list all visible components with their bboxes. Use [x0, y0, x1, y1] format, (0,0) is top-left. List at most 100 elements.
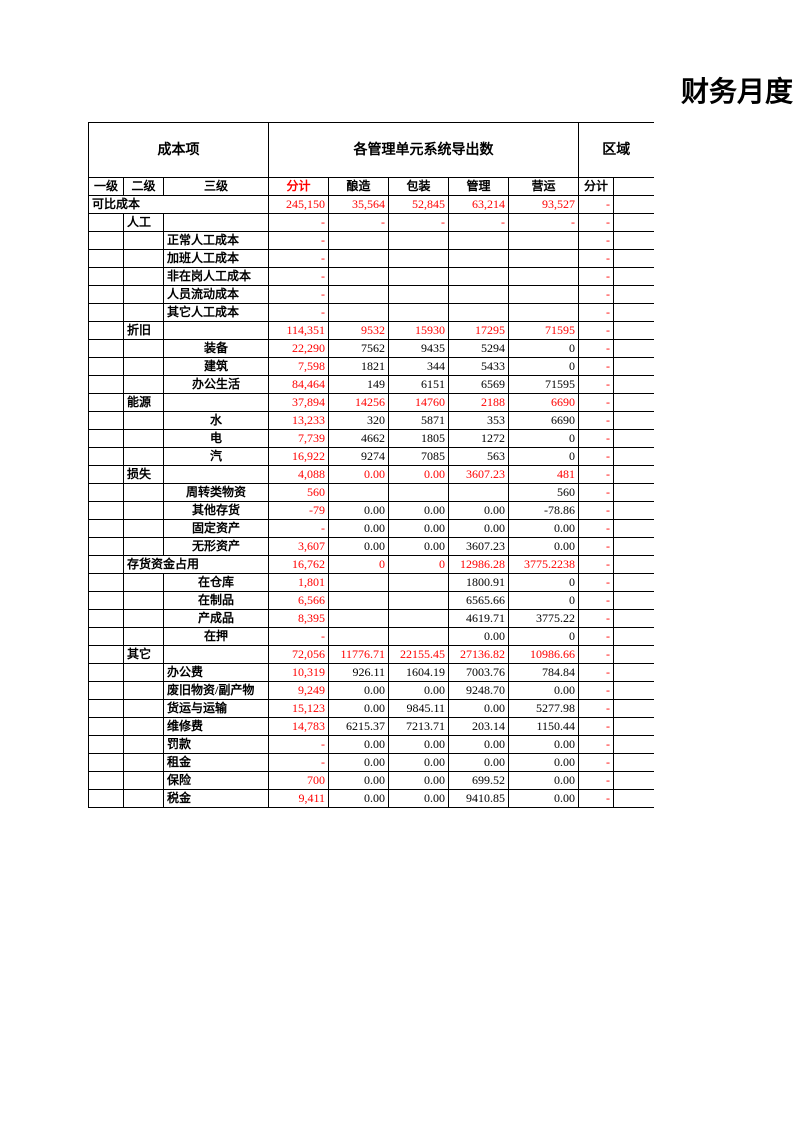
cell: - — [579, 322, 614, 340]
cell: - — [579, 484, 614, 502]
cell: -79 — [269, 502, 329, 520]
table-row: 罚款-0.000.000.000.00- — [89, 736, 654, 754]
cell — [614, 772, 654, 790]
cell: 563 — [449, 448, 509, 466]
cell: 2188 — [449, 394, 509, 412]
cell: - — [579, 448, 614, 466]
cell: 71595 — [509, 376, 579, 394]
cell — [89, 592, 124, 610]
table-row: 正常人工成本-- — [89, 232, 654, 250]
cell — [614, 484, 654, 502]
cell — [614, 538, 654, 556]
cell: 481 — [509, 466, 579, 484]
table-row: 损失4,0880.000.003607.23481- — [89, 466, 654, 484]
cell: 0 — [389, 556, 449, 574]
cell — [389, 250, 449, 268]
cell: 71595 — [509, 322, 579, 340]
cell: 罚款 — [164, 736, 269, 754]
cell: 7,739 — [269, 430, 329, 448]
cell — [509, 232, 579, 250]
cell: 15,123 — [269, 700, 329, 718]
cell — [164, 646, 269, 664]
cell: 0.00 — [389, 772, 449, 790]
cell — [89, 502, 124, 520]
cell: - — [579, 268, 614, 286]
table-row: 人员流动成本-- — [89, 286, 654, 304]
cell — [89, 250, 124, 268]
cell: 0.00 — [389, 538, 449, 556]
cell: 人工 — [124, 214, 164, 232]
cell — [614, 610, 654, 628]
cell — [89, 340, 124, 358]
cell: 0.00 — [389, 790, 449, 808]
hdr-extra — [614, 178, 654, 196]
cell: 0 — [509, 340, 579, 358]
table-row: 保险7000.000.00699.520.00- — [89, 772, 654, 790]
cell: - — [579, 736, 614, 754]
cell — [89, 268, 124, 286]
cell: 0.00 — [329, 520, 389, 538]
cell — [614, 286, 654, 304]
cell: - — [269, 628, 329, 646]
cell: 其他存货 — [164, 502, 269, 520]
table-row: 办公费10,319926.111604.197003.76784.84- — [89, 664, 654, 682]
cell: - — [579, 718, 614, 736]
cell: 560 — [269, 484, 329, 502]
cell — [124, 376, 164, 394]
cell: 9274 — [329, 448, 389, 466]
cell: - — [579, 646, 614, 664]
cell: 固定资产 — [164, 520, 269, 538]
cell: 0.00 — [449, 520, 509, 538]
cell: - — [579, 250, 614, 268]
cell — [89, 574, 124, 592]
table-row: 能源37,894142561476021886690- — [89, 394, 654, 412]
cell — [614, 556, 654, 574]
cell: 14760 — [389, 394, 449, 412]
cell: 13,233 — [269, 412, 329, 430]
cell: 办公费 — [164, 664, 269, 682]
cell: 12986.28 — [449, 556, 509, 574]
cell — [124, 754, 164, 772]
cell: 699.52 — [449, 772, 509, 790]
table-row: 建筑7,598182134454330- — [89, 358, 654, 376]
cell — [389, 610, 449, 628]
cell — [614, 502, 654, 520]
cell: 149 — [329, 376, 389, 394]
cell: 0.00 — [329, 790, 389, 808]
cell: - — [579, 232, 614, 250]
cell — [614, 700, 654, 718]
cell — [614, 214, 654, 232]
cell — [329, 304, 389, 322]
table-body: 可比成本245,15035,56452,84563,21493,527-人工--… — [89, 196, 654, 808]
cell — [614, 664, 654, 682]
header-row-1: 成本项 各管理单元系统导出数 区域 — [89, 123, 654, 178]
table-row: 其他存货-790.000.000.00-78.86- — [89, 502, 654, 520]
cell — [89, 520, 124, 538]
cell: 5277.98 — [509, 700, 579, 718]
cell — [89, 664, 124, 682]
cell — [329, 574, 389, 592]
cell — [614, 520, 654, 538]
table-row: 无形资产3,6070.000.003607.230.00- — [89, 538, 654, 556]
cell: 93,527 — [509, 196, 579, 214]
cell: 3775.22 — [509, 610, 579, 628]
cell — [124, 538, 164, 556]
table-row: 维修费14,7836215.377213.71203.141150.44- — [89, 718, 654, 736]
cell: - — [579, 358, 614, 376]
cell: 0.00 — [329, 682, 389, 700]
hdr-region: 区域 — [579, 123, 654, 178]
cell: 9845.11 — [389, 700, 449, 718]
cell: 8,395 — [269, 610, 329, 628]
cell — [124, 448, 164, 466]
cell: 5871 — [389, 412, 449, 430]
cell: 1272 — [449, 430, 509, 448]
cell — [89, 358, 124, 376]
cell: 0.00 — [389, 682, 449, 700]
cell — [389, 286, 449, 304]
cell — [449, 232, 509, 250]
cell — [164, 466, 269, 484]
cell: 能源 — [124, 394, 164, 412]
cell — [614, 250, 654, 268]
cell — [614, 232, 654, 250]
cell: 9410.85 — [449, 790, 509, 808]
